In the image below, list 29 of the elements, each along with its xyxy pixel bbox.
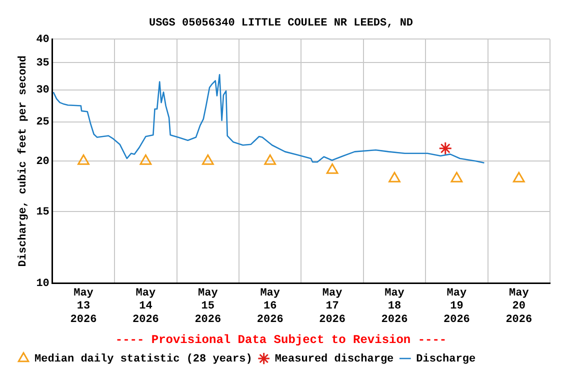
- x-tick-label: May 13 2026: [70, 287, 97, 326]
- x-tick-label: May 18 2026: [381, 287, 408, 326]
- x-tick-label: May 16 2026: [256, 287, 284, 326]
- y-tick-label: 20: [36, 156, 50, 168]
- chart-title: USGS 05056340 LITTLE COULEE NR LEEDS, ND: [148, 17, 414, 30]
- point: [202, 154, 214, 165]
- x-tick-label: May 17 2026: [319, 287, 346, 326]
- y-tick-label: 35: [36, 57, 50, 70]
- point: [450, 172, 463, 182]
- x-tick-label: May 15 2026: [194, 287, 222, 326]
- legend-label: Measured discharge: [274, 353, 394, 366]
- y-tick-label: 10: [36, 278, 50, 290]
- point: [326, 163, 338, 174]
- point: [140, 154, 152, 165]
- y-tick-label: 25: [36, 116, 50, 129]
- y-tick-label: 30: [36, 84, 50, 97]
- point: [264, 154, 276, 165]
- x-tick-label: May 19 2026: [443, 287, 470, 326]
- legend-label: Discharge: [416, 353, 476, 366]
- y-axis-title: Discharge, cubic feet per second: [16, 55, 30, 267]
- point: [388, 172, 400, 182]
- x-tick-label: May 20 2026: [506, 287, 532, 326]
- y-tick-label: 15: [36, 206, 50, 218]
- y-tick-label: 40: [36, 34, 50, 46]
- legend-label: Median daily statistic (28 years): [34, 353, 252, 366]
- text: ---- Provisional Data Subject to Revision ----: [115, 332, 447, 347]
- point: [78, 154, 90, 165]
- x-tick-label: May 14 2026: [132, 287, 159, 326]
- point: [512, 172, 525, 182]
